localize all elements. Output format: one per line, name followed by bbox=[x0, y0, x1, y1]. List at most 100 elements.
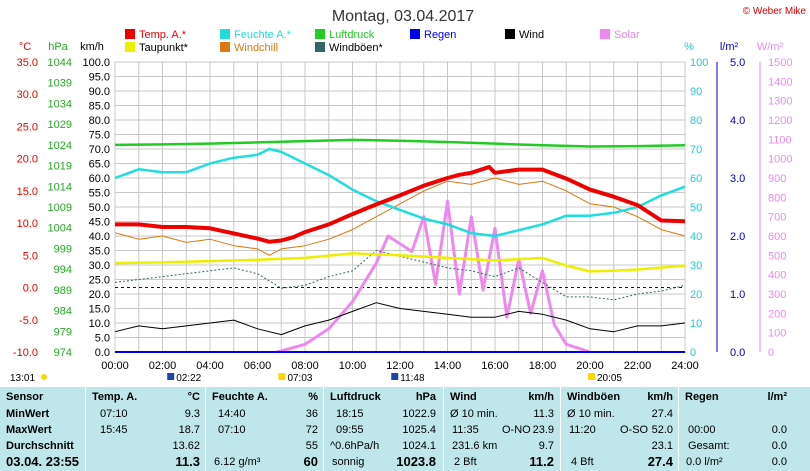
stats-cell: O-NO bbox=[502, 424, 531, 436]
axis-unit-label: W/m² bbox=[757, 41, 784, 53]
legend-swatch bbox=[315, 29, 325, 39]
wind-tick-label: 30.0 bbox=[89, 260, 110, 272]
stats-cell: 1022.9 bbox=[402, 408, 436, 420]
pressure-tick-label: 1034 bbox=[48, 98, 72, 110]
wind-tick-label: 55.0 bbox=[89, 188, 110, 200]
wind-tick-label: 60.0 bbox=[89, 173, 110, 185]
stats-cell: 1023.8 bbox=[396, 454, 436, 469]
chart-series bbox=[114, 138, 686, 354]
stats-header: Windböen bbox=[567, 391, 621, 403]
solar-tick-label: 1100 bbox=[768, 134, 792, 146]
rain-tick-label: 1.0 bbox=[730, 289, 745, 301]
wind-tick-label: 70.0 bbox=[89, 144, 110, 156]
stats-cell: 9.3 bbox=[184, 408, 200, 420]
credit-text: © Weber Mike bbox=[743, 6, 807, 17]
stats-cell: sonnig bbox=[332, 456, 365, 468]
wind-tick-label: 40.0 bbox=[89, 231, 110, 243]
stats-header: km/h bbox=[528, 391, 554, 403]
stats-row-label: MinWert bbox=[6, 408, 50, 420]
chart-axes: 35.0 30.0 25.0 20.0 15.0 10.0 5.0 0.0 -5.0 -10.0 1… bbox=[10, 41, 792, 384]
stats-cell: 27.4 bbox=[651, 408, 673, 420]
chart-grid bbox=[114, 61, 686, 353]
stats-table: Sensor Temp. A. °C Feuchte A.% Luftdruck hPa W… bbox=[0, 387, 810, 471]
legend-label: Solar bbox=[614, 29, 640, 41]
legend-label: Windböen* bbox=[329, 42, 384, 54]
stats-cell: 11.2 bbox=[529, 454, 554, 469]
stats-cell: 23.1 bbox=[651, 440, 673, 452]
sunrise-marker-label: 07:03 bbox=[287, 373, 312, 384]
stats-row-label: 03.04. 23:55 bbox=[6, 454, 80, 469]
stats-cell: 07:10 bbox=[218, 424, 246, 436]
column-divider bbox=[443, 387, 444, 471]
stats-cell: 11.3 bbox=[533, 408, 554, 420]
legend-swatch bbox=[410, 29, 420, 39]
stats-cell: 2 Bft bbox=[454, 456, 477, 468]
time-tick-label: 20:00 bbox=[576, 360, 604, 372]
stats-cell: 72 bbox=[305, 424, 318, 436]
stats-header: Feuchte A. bbox=[212, 391, 268, 403]
rain-tick-label: 2.0 bbox=[730, 231, 745, 243]
series-windchill bbox=[114, 177, 686, 256]
legend-swatch bbox=[220, 29, 230, 39]
pressure-tick-label: 1019 bbox=[48, 161, 72, 173]
stats-header: Sensor bbox=[6, 391, 44, 403]
wind-tick-label: 5.0 bbox=[95, 333, 110, 345]
stats-row-label: Durchschnitt bbox=[6, 440, 74, 452]
stats-cell: 55 bbox=[305, 440, 318, 452]
stats-cell: 11:35 bbox=[452, 424, 479, 436]
humidity-tick-label: 100 bbox=[690, 57, 708, 69]
sunset-marker bbox=[587, 373, 595, 380]
time-tick-label: 16:00 bbox=[481, 360, 509, 372]
solar-tick-label: 0 bbox=[768, 347, 774, 359]
pressure-tick-label: 1009 bbox=[48, 202, 72, 214]
solar-tick-label: 1300 bbox=[768, 96, 792, 108]
stats-cell: 0.0 bbox=[771, 456, 787, 468]
wind-tick-label: 45.0 bbox=[89, 217, 110, 229]
stats-header: Wind bbox=[450, 391, 477, 403]
stats-header: l/m² bbox=[767, 391, 787, 403]
stats-cell: 0.0 bbox=[771, 424, 787, 436]
pressure-tick-label: 989 bbox=[54, 285, 72, 297]
column-divider bbox=[85, 387, 86, 471]
axis-unit-label: km/h bbox=[80, 41, 104, 53]
solar-tick-label: 1200 bbox=[768, 115, 792, 127]
pressure-tick-label: 1044 bbox=[48, 57, 72, 69]
stats-cell: O-SO bbox=[620, 424, 649, 436]
solar-tick-label: 1000 bbox=[768, 154, 792, 166]
wind-tick-label: 10.0 bbox=[89, 318, 110, 330]
stats-cell: 11.3 bbox=[175, 454, 200, 469]
column-divider bbox=[678, 387, 679, 471]
legend-swatch bbox=[600, 29, 610, 39]
moon-marker-label: 02:22 bbox=[176, 373, 201, 384]
stats-cell: 6.12 g/m³ bbox=[214, 456, 261, 468]
wind-tick-label: 100.0 bbox=[82, 57, 110, 69]
wind-tick-label: 35.0 bbox=[89, 246, 110, 258]
stats-cell: 1024.1 bbox=[402, 440, 436, 452]
legend-label: Regen bbox=[424, 29, 456, 41]
noon-marker bbox=[391, 373, 399, 380]
rain-tick-label: 5.0 bbox=[730, 57, 745, 69]
temp-tick-label: 0.0 bbox=[23, 283, 38, 295]
stats-cell: 4 Bft bbox=[571, 456, 594, 468]
time-tick-label: 12:00 bbox=[386, 360, 414, 372]
pressure-tick-label: 1004 bbox=[48, 223, 72, 235]
humidity-tick-label: 60 bbox=[690, 173, 702, 185]
stats-cell: 14:40 bbox=[218, 408, 246, 420]
chart-title: Montag, 03.04.2017 bbox=[332, 8, 474, 25]
stats-header: Luftdruck bbox=[330, 391, 381, 403]
solar-tick-label: 600 bbox=[768, 231, 786, 243]
wind-tick-label: 95.0 bbox=[89, 72, 110, 84]
wind-tick-label: 90.0 bbox=[89, 86, 110, 98]
stats-cell: Gesamt: bbox=[688, 440, 730, 452]
wind-tick-label: 20.0 bbox=[89, 289, 110, 301]
chart-legend: Temp. A.* Feuchte A.* Luftdruck Regen Wind So… bbox=[125, 29, 640, 54]
stats-cell: 13.62 bbox=[172, 440, 200, 452]
solar-tick-label: 700 bbox=[768, 212, 786, 224]
pressure-tick-label: 979 bbox=[54, 326, 72, 338]
series-solar bbox=[276, 199, 591, 354]
temp-tick-label: 25.0 bbox=[17, 121, 38, 133]
humidity-tick-label: 20 bbox=[690, 289, 702, 301]
series-wind bbox=[114, 302, 686, 336]
solar-tick-label: 200 bbox=[768, 308, 786, 320]
stats-cell: 11:20 bbox=[569, 424, 596, 436]
